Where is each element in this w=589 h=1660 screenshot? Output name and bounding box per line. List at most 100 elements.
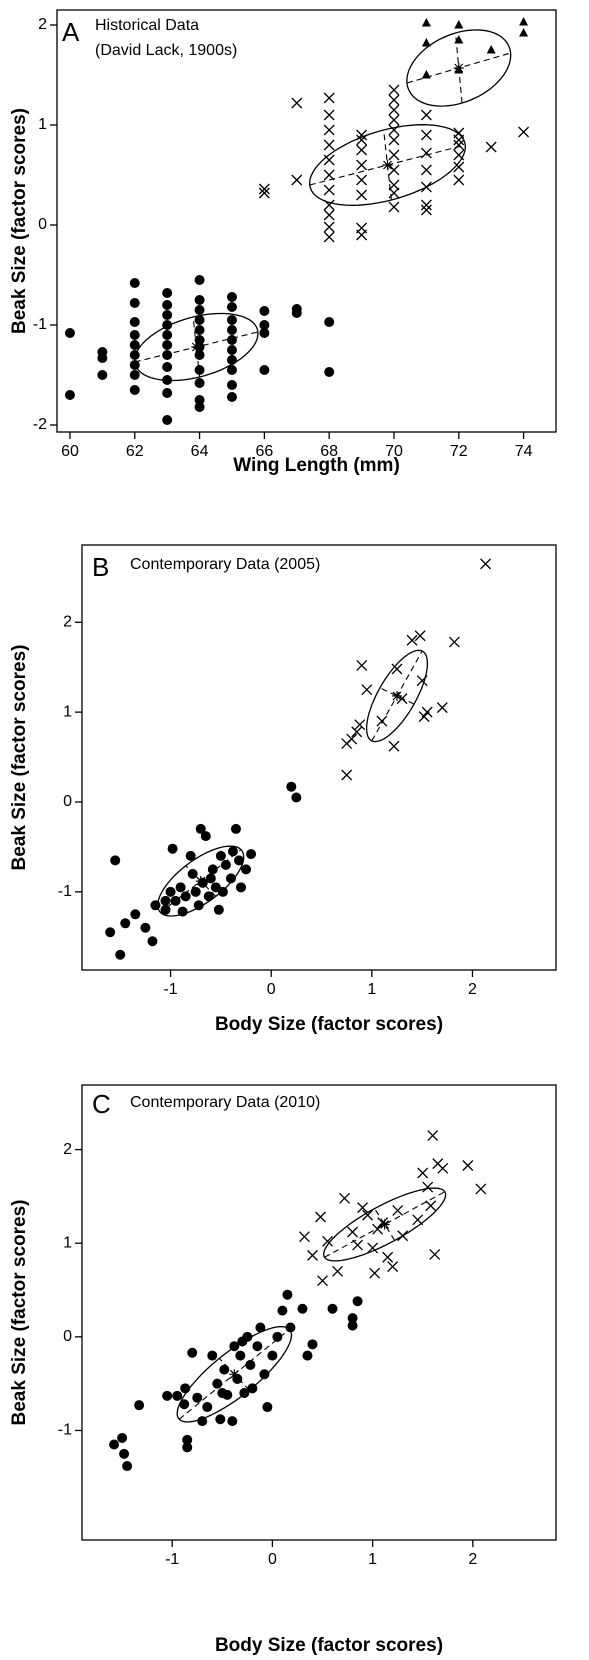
y-tick-label: 2 (38, 16, 47, 33)
point (382, 1251, 394, 1263)
point (105, 927, 116, 938)
point (194, 295, 205, 305)
point (213, 904, 224, 915)
point (97, 370, 108, 380)
point (341, 769, 353, 781)
point (388, 201, 400, 213)
point (194, 365, 205, 375)
point (190, 886, 201, 897)
point (480, 558, 492, 570)
point (354, 719, 366, 731)
point (277, 1305, 288, 1316)
point (356, 174, 368, 186)
point (179, 1399, 190, 1410)
point (262, 1402, 273, 1413)
point (436, 702, 448, 714)
point (180, 891, 191, 902)
point (475, 1183, 487, 1195)
y-tick-label: -1 (58, 1422, 72, 1439)
point (215, 1414, 226, 1425)
point (299, 1231, 310, 1243)
point (388, 149, 400, 161)
point (327, 1303, 338, 1314)
point (160, 904, 171, 915)
mean-marker (453, 63, 464, 73)
point (518, 126, 530, 138)
x-tick-label: 2 (468, 981, 477, 998)
point (437, 1162, 449, 1174)
y-tick-label: -2 (33, 416, 47, 433)
point (226, 302, 237, 312)
point (307, 1249, 318, 1261)
point (429, 1248, 441, 1260)
point (192, 1392, 203, 1403)
confidence-ellipse (323, 1187, 447, 1262)
point (162, 330, 173, 340)
point (162, 350, 173, 360)
point (387, 1261, 399, 1273)
point (332, 1265, 343, 1277)
point (129, 278, 140, 288)
point (215, 850, 226, 861)
ellipse-axis (324, 1191, 446, 1258)
point (194, 402, 205, 412)
mean-marker (229, 1369, 240, 1380)
panel-letter: B (92, 552, 109, 582)
point (219, 1364, 230, 1375)
point (420, 164, 432, 176)
x-tick-label: 74 (515, 443, 533, 460)
point (453, 139, 465, 151)
point (414, 630, 426, 642)
mean-marker (382, 160, 393, 170)
point (259, 320, 270, 330)
mean-marker (391, 690, 402, 701)
point (272, 1331, 283, 1342)
point (64, 328, 75, 338)
annotation: Historical Data (95, 17, 199, 34)
point (307, 1339, 318, 1350)
y-tick-label: 1 (38, 116, 47, 133)
point (194, 315, 205, 325)
point (194, 395, 205, 405)
point (391, 663, 403, 675)
point (226, 325, 237, 335)
y-tick-label: 1 (63, 703, 72, 720)
x-tick-label: 0 (268, 1551, 277, 1568)
point (420, 204, 432, 216)
point (230, 823, 241, 834)
point (162, 288, 173, 298)
x-tick-label: 70 (385, 443, 403, 460)
point (165, 886, 176, 897)
point (352, 1239, 364, 1251)
point (519, 28, 529, 37)
mean-marker (191, 342, 202, 352)
x-tick-label: 2 (468, 1551, 477, 1568)
point (356, 159, 368, 171)
point (134, 1400, 145, 1411)
mean-marker (379, 1219, 390, 1230)
point (194, 378, 205, 388)
x-axis-label: Body Size (factor scores) (215, 1635, 443, 1656)
x-tick-label: 64 (191, 443, 209, 460)
point (347, 1320, 358, 1331)
point (453, 174, 465, 186)
point (406, 634, 418, 646)
point (226, 392, 237, 402)
point (323, 169, 335, 181)
point (519, 17, 529, 26)
point (356, 229, 368, 241)
point (462, 1160, 474, 1171)
x-tick-label: 0 (267, 981, 276, 998)
point (420, 109, 432, 121)
point (252, 1341, 263, 1352)
point (119, 1448, 130, 1459)
x-tick-label: -1 (163, 981, 177, 998)
ellipse-axis (374, 1208, 396, 1241)
point (291, 308, 302, 318)
point (117, 1432, 128, 1443)
point (162, 362, 173, 372)
point (182, 1442, 193, 1453)
point (129, 370, 140, 380)
point (322, 1235, 333, 1247)
